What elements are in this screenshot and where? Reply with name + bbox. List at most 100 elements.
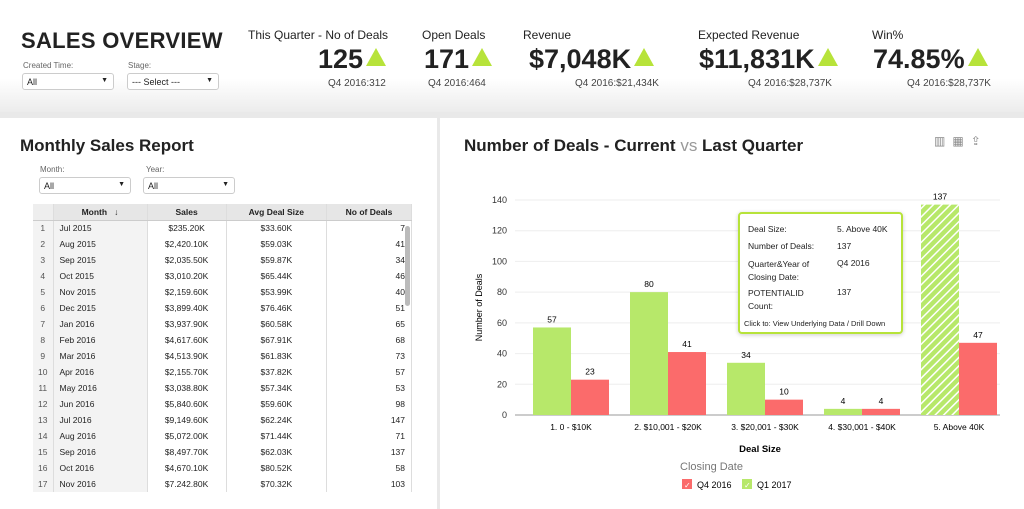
y-tick-label: 120 <box>492 226 507 236</box>
bar[interactable] <box>727 362 765 415</box>
month-select[interactable]: All ▼ <box>39 177 131 194</box>
tooltip-key: Deal Size: <box>748 224 787 234</box>
row-number: 16 <box>33 460 54 476</box>
cell: Mar 2016 <box>53 348 148 364</box>
cell: $8,497.70K <box>147 444 227 460</box>
table-row[interactable]: 17 Nov 2016 $7.242.80K $70.32K 103 <box>33 476 412 492</box>
x-tick-label: 4. $30,001 - $40K <box>828 422 896 432</box>
sales-table: Month ↓ Sales Avg Deal Size No of Deals 1… <box>33 204 412 492</box>
bar[interactable] <box>765 399 803 415</box>
bar[interactable] <box>862 408 900 415</box>
cell: Apr 2016 <box>53 364 148 380</box>
cell: Sep 2016 <box>53 444 148 460</box>
table-scrollbar[interactable] <box>405 226 410 306</box>
table-row[interactable]: 16 Oct 2016 $4,670.10K $80.52K 58 <box>33 460 412 476</box>
cell: 34 <box>326 252 412 268</box>
row-number: 2 <box>33 236 54 252</box>
kpi-compare: Q4 2016:312 <box>328 78 386 89</box>
stage-select[interactable]: --- Select --- ▼ <box>127 73 219 90</box>
export-icon[interactable]: ⇪ <box>970 134 988 148</box>
data-label: 80 <box>644 279 654 289</box>
chevron-down-icon: ▼ <box>101 77 108 84</box>
column-header-avg-deal-size[interactable]: Avg Deal Size <box>226 204 328 221</box>
chevron-down-icon: ▼ <box>206 77 213 84</box>
cell: May 2016 <box>53 380 148 396</box>
table-row[interactable]: 15 Sep 2016 $8,497.70K $62.03K 137 <box>33 444 412 460</box>
column-header-sales[interactable]: Sales <box>147 204 227 221</box>
data-label: 23 <box>585 367 595 377</box>
legend-checkbox[interactable] <box>742 479 752 489</box>
column-header-no-of-deals[interactable]: No of Deals <box>326 204 412 221</box>
column-header-month[interactable]: Month ↓ <box>53 204 148 221</box>
cell: $62.24K <box>226 412 328 428</box>
table-row[interactable]: 6 Dec 2015 $3,899.40K $76.46K 51 <box>33 300 412 316</box>
legend-checkbox[interactable] <box>682 479 692 489</box>
legend-item[interactable]: Q4 2016 <box>697 480 732 490</box>
table-row[interactable]: 4 Oct 2015 $3,010.20K $65.44K 46 <box>33 268 412 284</box>
stage-value: --- Select --- <box>132 77 180 87</box>
cell: Sep 2015 <box>53 252 148 268</box>
table-icon[interactable]: ▦ <box>952 134 971 148</box>
cell: $5,840.60K <box>147 396 227 412</box>
row-number: 9 <box>33 348 54 364</box>
cell: 98 <box>326 396 412 412</box>
table-row[interactable]: 11 May 2016 $3,038.80K $57.34K 53 <box>33 380 412 396</box>
row-number: 10 <box>33 364 54 380</box>
bar[interactable] <box>668 352 706 415</box>
chart-title-last: Last Quarter <box>697 136 804 155</box>
table-row[interactable]: 7 Jan 2016 $3,937.90K $60.58K 65 <box>33 316 412 332</box>
table-row[interactable]: 1 Jul 2015 $235.20K $33.60K 7 <box>33 220 412 236</box>
kpi-label: Revenue <box>523 28 572 42</box>
table-row[interactable]: 3 Sep 2015 $2,035.50K $59.87K 34 <box>33 252 412 268</box>
bar[interactable] <box>921 204 959 415</box>
cell: $3,038.80K <box>147 380 227 396</box>
bar[interactable] <box>959 342 997 415</box>
cell: 46 <box>326 268 412 284</box>
bar[interactable] <box>824 408 862 415</box>
year-select[interactable]: All ▼ <box>143 177 235 194</box>
cell: $60.58K <box>226 316 328 332</box>
cell: $235.20K <box>147 220 227 236</box>
table-row[interactable]: 13 Jul 2016 $9,149.60K $62.24K 147 <box>33 412 412 428</box>
x-axis-label: Deal Size <box>739 444 781 455</box>
cell: $4,617.60K <box>147 332 227 348</box>
cell: $70.32K <box>226 476 328 492</box>
cell: Jul 2015 <box>53 220 148 236</box>
tooltip-value: Q4 2016 <box>837 258 870 268</box>
row-number: 8 <box>33 332 54 348</box>
bar[interactable] <box>533 327 571 415</box>
table-row[interactable]: 9 Mar 2016 $4,513.90K $61.83K 73 <box>33 348 412 364</box>
table-row[interactable]: 10 Apr 2016 $2,155.70K $37.82K 57 <box>33 364 412 380</box>
tooltip-key: Quarter&Year of Closing Date: <box>748 259 810 282</box>
cell: Aug 2015 <box>53 236 148 252</box>
table-row[interactable]: 8 Feb 2016 $4,617.60K $67.91K 68 <box>33 332 412 348</box>
bar-chart-icon[interactable]: ▥ <box>934 134 953 148</box>
row-number-header <box>33 204 54 221</box>
trend-up-icon <box>634 48 655 66</box>
panel-title: Monthly Sales Report <box>20 136 194 155</box>
cell: $3,899.40K <box>147 300 227 316</box>
tooltip-key: Number of Deals: <box>748 241 815 251</box>
bar[interactable] <box>571 379 609 415</box>
table-row[interactable]: 14 Aug 2016 $5,072.00K $71.44K 71 <box>33 428 412 444</box>
kpi-value: $11,831K <box>699 44 815 74</box>
table-row[interactable]: 2 Aug 2015 $2,420.10K $59.03K 41 <box>33 236 412 252</box>
page-title: SALES OVERVIEW <box>21 28 223 53</box>
cell: Jun 2016 <box>53 396 148 412</box>
cell: Nov 2016 <box>53 476 148 492</box>
kpi-label: Expected Revenue <box>698 28 800 42</box>
cell: $2,035.50K <box>147 252 227 268</box>
chart-title-current: Number of Deals - Current <box>464 136 681 155</box>
table-row[interactable]: 5 Nov 2015 $2,159.60K $53.99K 40 <box>33 284 412 300</box>
legend-item[interactable]: Q1 2017 <box>757 480 792 490</box>
row-number: 11 <box>33 380 54 396</box>
table-row[interactable]: 12 Jun 2016 $5,840.60K $59.60K 98 <box>33 396 412 412</box>
cell: $4,670.10K <box>147 460 227 476</box>
created-time-select[interactable]: All ▼ <box>22 73 114 90</box>
cell: $71.44K <box>226 428 328 444</box>
cell: $33.60K <box>226 220 328 236</box>
bar[interactable] <box>630 292 668 415</box>
tooltip-footer[interactable]: Click to: View Underlying Data / Drill D… <box>744 319 886 328</box>
sort-down-icon[interactable]: ↓ <box>114 206 119 217</box>
x-tick-label: 3. $20,001 - $30K <box>731 422 799 432</box>
